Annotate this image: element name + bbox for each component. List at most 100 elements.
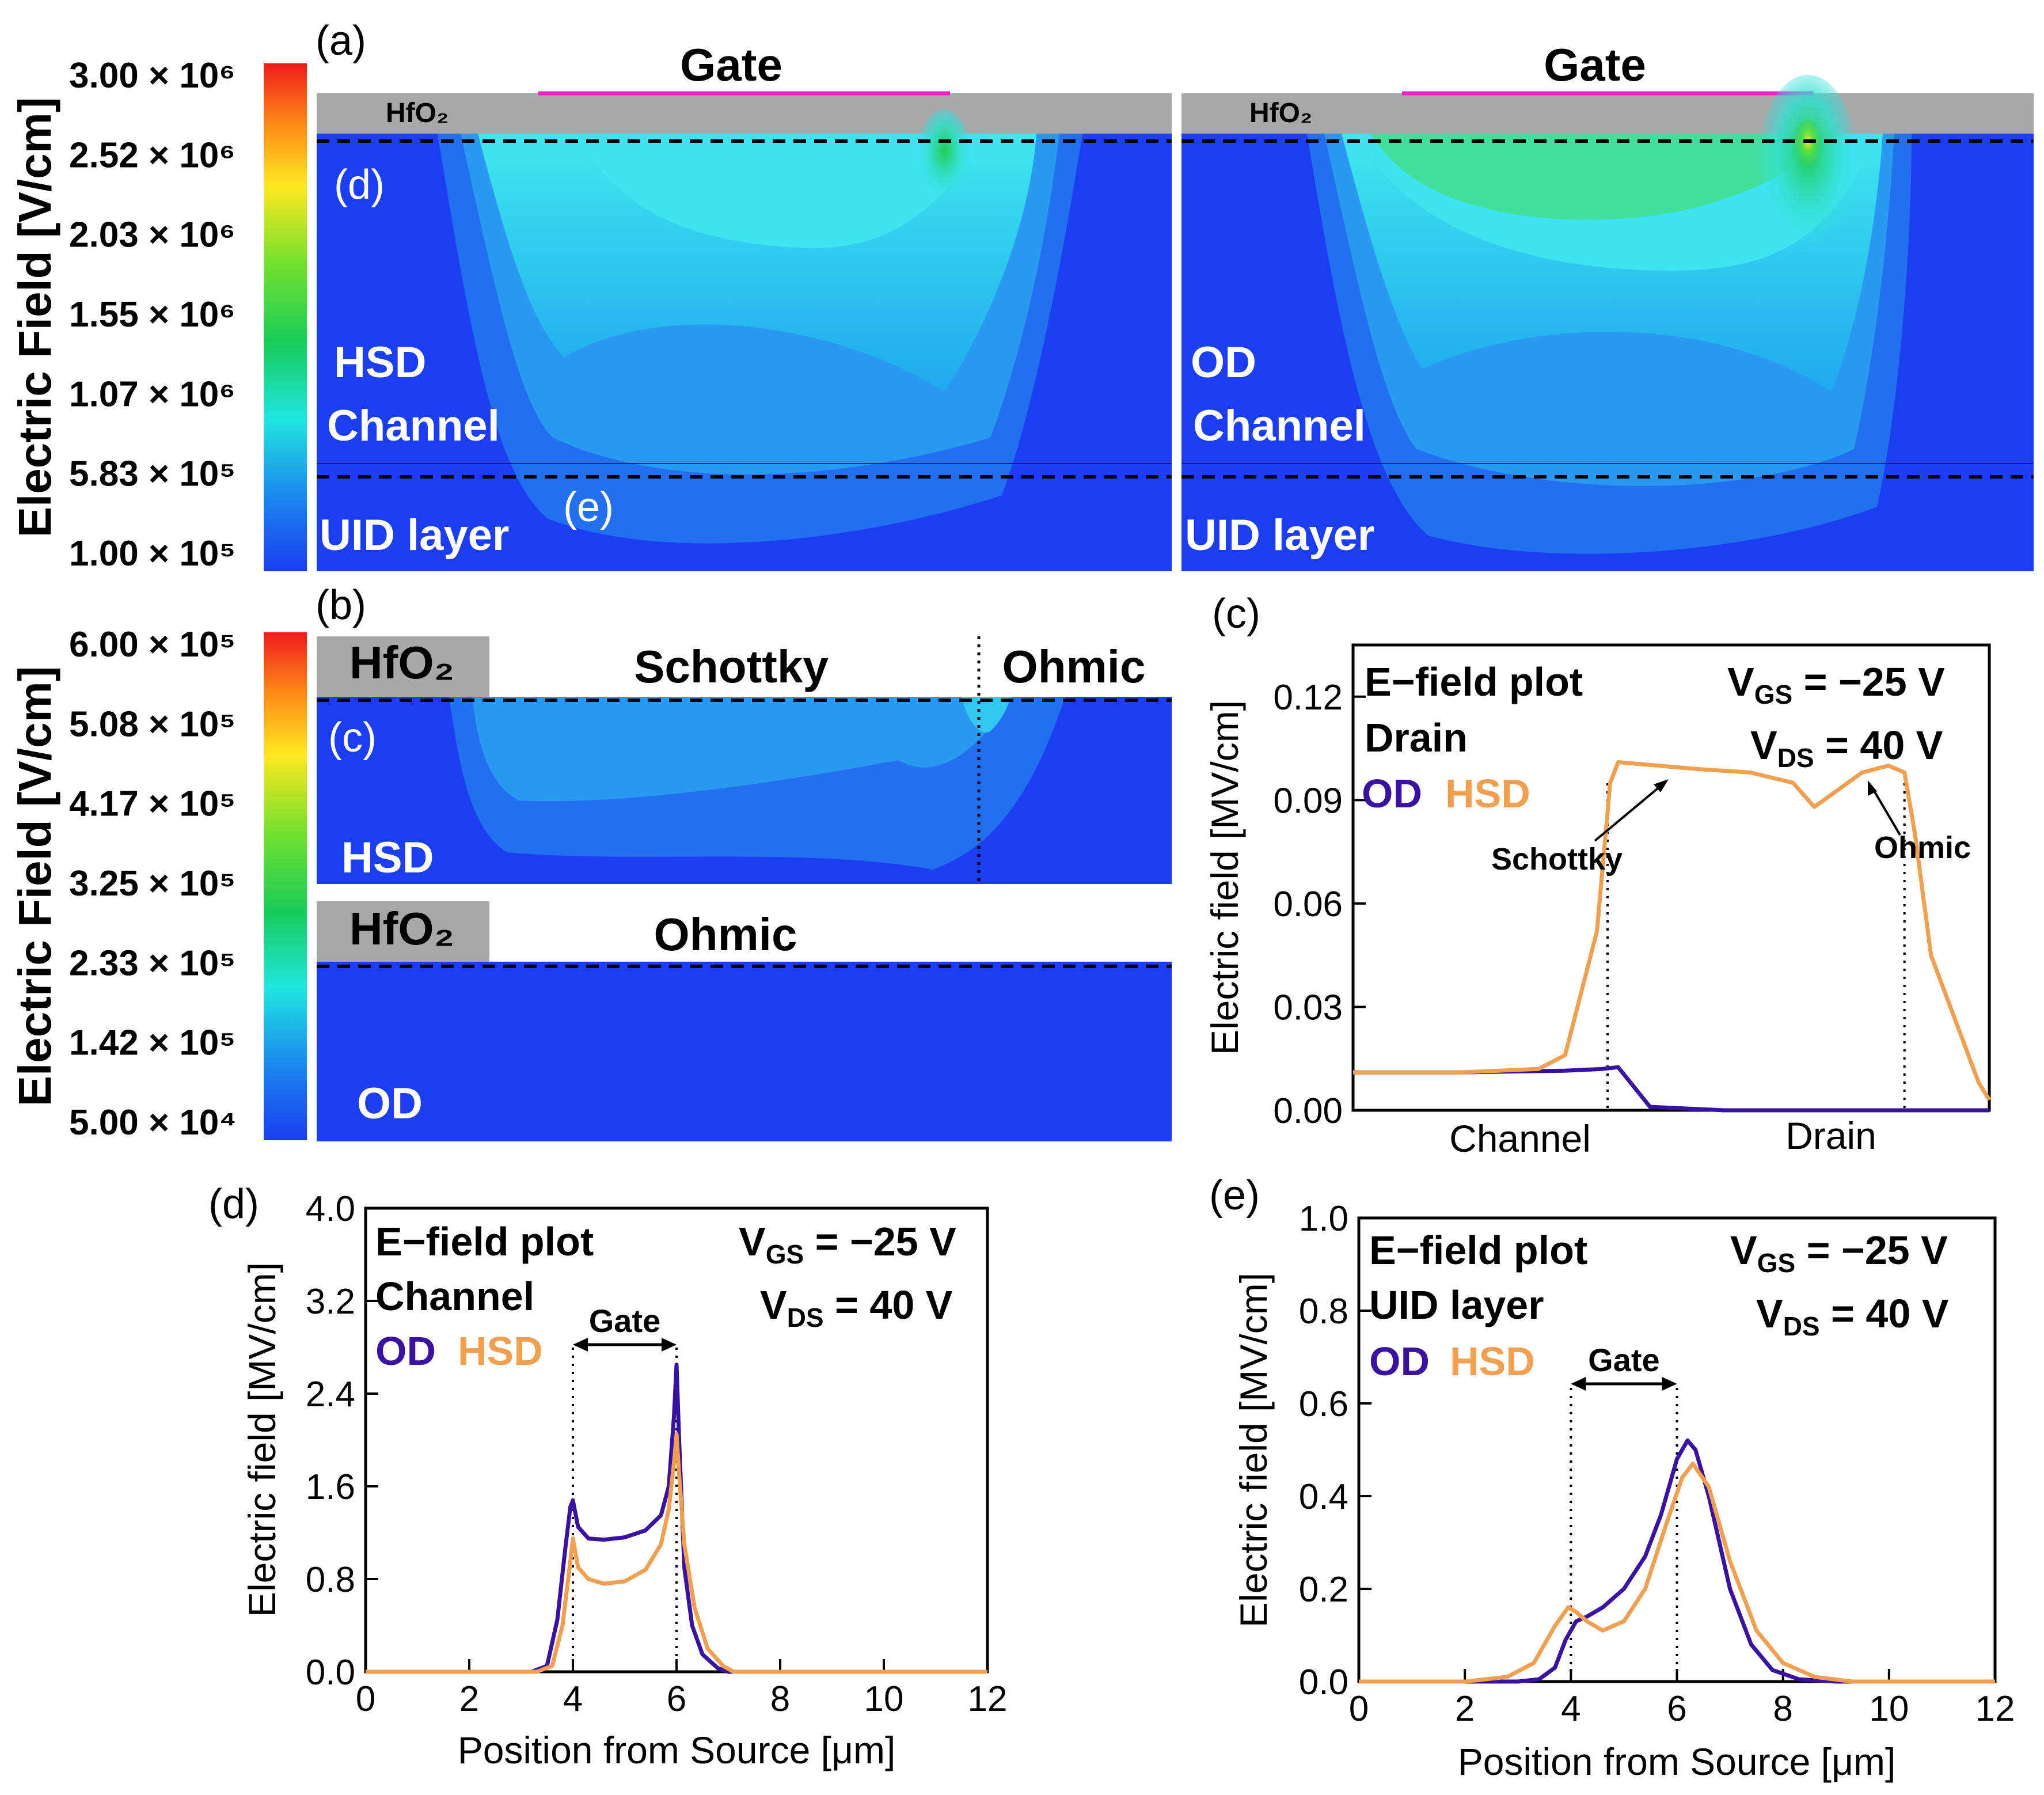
channel-label: Channel [327, 401, 500, 450]
vds-symbol: V [760, 1282, 787, 1327]
colorbar-a-tick-label: 2.03 × 10⁶ [69, 215, 235, 255]
y-tick-label: 0.00 [1273, 1091, 1343, 1131]
series-hsd [1353, 760, 1991, 1101]
y-tick-label: 3.2 [306, 1282, 355, 1322]
colorbar-a-tick-label: 1.55 × 10⁶ [69, 295, 235, 335]
gate-span-arrowhead-left [1571, 1377, 1586, 1391]
x-tick-label: 12 [1975, 1689, 2015, 1729]
colorbar-b-tick-label: 6.00 × 10⁵ [69, 625, 235, 665]
map-a-hsd: Gate HfO₂ (d) HSD Channel UID layer (e) [317, 39, 1172, 571]
svg-text:VGS = −25 V: VGS = −25 V [1730, 1228, 1948, 1278]
y-tick-label: 0.4 [1299, 1477, 1348, 1517]
x-axis-label: Position from Source [μm] [1458, 1740, 1896, 1783]
colorbar-b-tick-label: 4.17 × 10⁵ [69, 784, 235, 824]
vgs-symbol: V [1727, 659, 1754, 704]
field-contour-2 [472, 697, 1013, 802]
series-od [366, 1363, 987, 1674]
panel-e-label: (e) [1209, 1172, 1260, 1219]
map-a-od: Gate HfO₂ OD Channel UID layer [1181, 39, 2034, 571]
colorbar-b: Electric Field [V/cm] 6.00 × 10⁵ 5.08 × 1… [9, 625, 307, 1143]
x-tick-label: 4 [563, 1679, 583, 1719]
panel-a-label: (a) [316, 18, 366, 64]
chart-d: (d) 0.0 0.8 1.6 2.4 3.2 4.0 0 2 4 6 8 10 12 E−field … [208, 1181, 1007, 1771]
arrow-schottky [1594, 782, 1665, 842]
colorbar-a-tick-label: 1.00 × 10⁵ [69, 534, 235, 574]
y-tick-label: 0.03 [1273, 988, 1343, 1027]
y-tick-label: 0.8 [1299, 1292, 1348, 1331]
ref-label-d: (d) [334, 162, 385, 208]
vgs-subscript: GS [1757, 1248, 1795, 1278]
svg-text:VGS = −25 V: VGS = −25 V [1727, 659, 1945, 709]
y-tick-label: 4.0 [306, 1189, 355, 1229]
x-tick-label: 4 [1561, 1689, 1581, 1729]
svg-text:VDS = 40 V: VDS = 40 V [760, 1282, 953, 1333]
vgs-subscript: GS [1754, 680, 1792, 709]
field-contour-5 [1370, 134, 1842, 220]
bias-vds: VDS = 40 V [1756, 1291, 1949, 1341]
gate-span-label: Gate [1588, 1342, 1660, 1378]
gate-span-arrowhead-left [573, 1338, 588, 1352]
vds-value: = 40 V [1820, 1291, 1949, 1336]
y-tick-label: 0.0 [306, 1653, 355, 1692]
vds-symbol: V [1750, 723, 1777, 768]
bias-vds: VDS = 40 V [1750, 723, 1943, 773]
channel-label: Channel [1193, 401, 1366, 450]
y-axis-label: Electric field [MV/cm] [1232, 1273, 1275, 1627]
title-line-2: Drain [1365, 715, 1468, 760]
x-tick-label: 2 [459, 1679, 479, 1719]
gate-label: Gate [680, 39, 782, 90]
field-peak [915, 109, 973, 213]
colorbar-b-gradient [264, 632, 307, 1140]
oxide-layer [317, 93, 1172, 134]
gate-span-label: Gate [589, 1303, 661, 1339]
x-tick-label: 6 [667, 1679, 686, 1719]
ref-label-c: (c) [328, 715, 377, 761]
y-axis-label: Electric field [MV/cm] [1203, 700, 1246, 1055]
x-tick-label: 10 [864, 1679, 904, 1719]
vgs-value: = −25 V [1792, 659, 1945, 704]
oxide-block [317, 636, 489, 697]
device-label: OD [357, 1079, 423, 1128]
vds-subscript: DS [1783, 1311, 1820, 1341]
y-tick-label: 0.09 [1273, 781, 1343, 821]
bias-vgs: VGS = −25 V [1730, 1228, 1948, 1278]
gate-span-arrowhead-right [662, 1338, 677, 1352]
vds-symbol: V [1756, 1291, 1783, 1336]
chart-c: (c) 0.00 0.03 0.06 0.09 0.12 E−field plot Dr… [1203, 591, 1991, 1160]
vds-subscript: DS [787, 1303, 824, 1333]
svg-text:VDS = 40 V: VDS = 40 V [1750, 723, 1943, 773]
colorbar-a-tick-label: 2.52 × 10⁶ [69, 135, 235, 175]
legend-hsd: HSD [1445, 771, 1530, 816]
uid-layer-label: UID layer [320, 511, 510, 560]
gate-span: Gate [1571, 1342, 1677, 1391]
series-hsd [366, 1432, 987, 1674]
y-tick-label: 0.2 [1299, 1570, 1348, 1610]
device-label: HSD [334, 338, 426, 387]
gate-label: Gate [1544, 39, 1646, 90]
colorbar-b-tick-label: 3.25 × 10⁵ [69, 864, 235, 904]
panel-c-label: (c) [1212, 591, 1260, 637]
map-b-hsd: HfO₂ Schottky Ohmic (c) HSD [317, 636, 1172, 884]
x-tick-label: 0 [1349, 1689, 1369, 1729]
legend-hsd: HSD [458, 1329, 543, 1373]
map-b-od: HfO₂ Ohmic OD [317, 901, 1172, 1141]
y-tick-label: 1.0 [1299, 1199, 1348, 1239]
schottky-label: Schottky [634, 641, 829, 692]
bias-vgs: VGS = −25 V [1727, 659, 1945, 709]
field-contour-3 [962, 697, 1010, 733]
colorbar-b-tick-label: 5.08 × 10⁵ [69, 704, 235, 744]
device-label: HSD [341, 833, 434, 882]
panel-b-label: (b) [316, 582, 366, 628]
y-axis-label: Electric field [MV/cm] [241, 1262, 283, 1617]
colorbar-a-tick-label: 3.00 × 10⁶ [69, 56, 235, 96]
oxide-label: HfO₂ [349, 903, 454, 954]
arrow-ohmic [1870, 785, 1901, 836]
x-tick-label: 2 [1455, 1689, 1475, 1729]
svg-text:VDS = 40 V: VDS = 40 V [1756, 1291, 1949, 1341]
device-label: OD [1191, 338, 1256, 387]
colorbar-a-gradient [264, 63, 307, 571]
legend-od: OD [1362, 771, 1422, 816]
y-tick-label: 0.8 [306, 1560, 355, 1600]
arrowhead-schottky [1654, 779, 1669, 792]
